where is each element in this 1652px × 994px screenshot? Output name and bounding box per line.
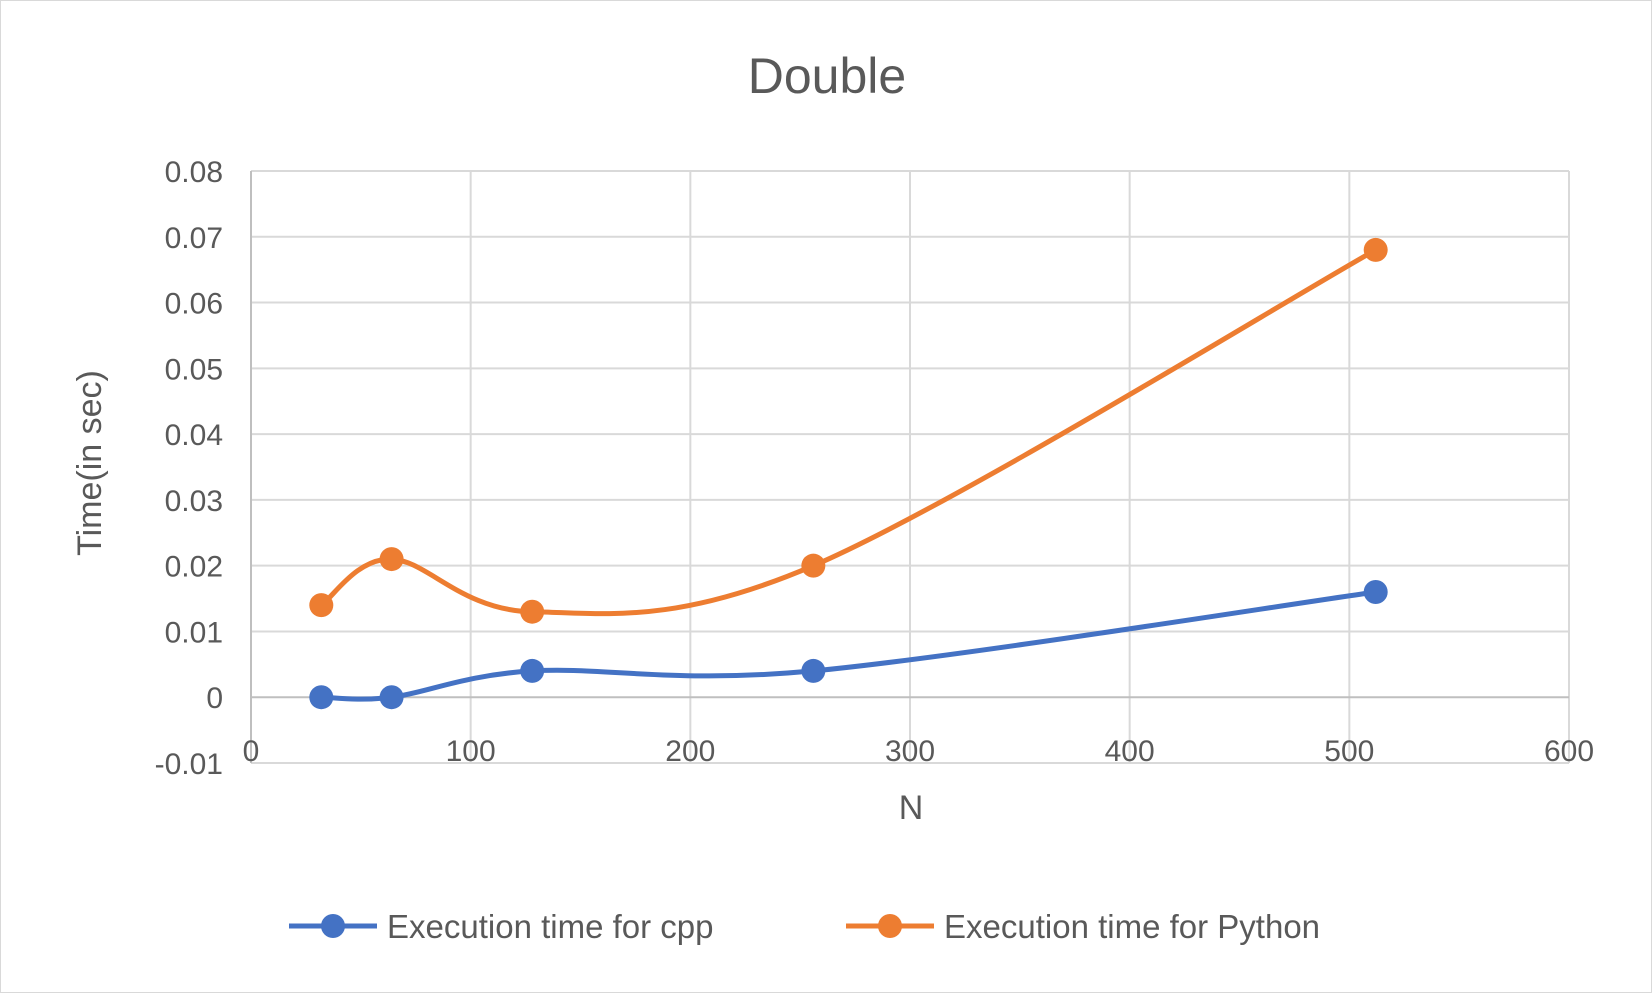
- data-point: [1363, 579, 1388, 604]
- legend-marker: [878, 914, 902, 938]
- legend-label: Execution time for cpp: [387, 908, 714, 945]
- y-tick-label: 0.05: [165, 353, 223, 386]
- data-point: [309, 685, 334, 710]
- gridlines: [250, 170, 1570, 764]
- y-tick-label: 0.01: [165, 616, 223, 649]
- legend-item-cpp: Execution time for cpp: [289, 908, 714, 945]
- series-cpp: [309, 579, 1388, 710]
- chart-title: Double: [748, 48, 906, 104]
- x-tick-label: 0: [243, 735, 260, 768]
- data-point: [309, 593, 334, 618]
- legend-marker: [321, 914, 345, 938]
- legend-item-python: Execution time for Python: [846, 908, 1320, 945]
- x-axis-ticks: 0 100 200 300 400 500 600: [243, 735, 1594, 768]
- legend-label: Execution time for Python: [944, 908, 1320, 945]
- y-tick-label: 0.02: [165, 551, 223, 584]
- series-python: [309, 237, 1388, 624]
- x-tick-label: 200: [665, 735, 715, 768]
- series-line: [318, 247, 1379, 617]
- data-point: [379, 547, 404, 572]
- series-line: [318, 589, 1379, 702]
- x-tick-label: 500: [1324, 735, 1374, 768]
- y-tick-label: -0.01: [155, 748, 223, 781]
- y-tick-label: 0.08: [165, 156, 223, 189]
- data-point: [1363, 237, 1388, 262]
- data-point: [801, 658, 826, 683]
- y-axis-label: Time(in sec): [71, 370, 109, 556]
- y-tick-label: 0.06: [165, 288, 223, 321]
- x-tick-label: 600: [1544, 735, 1594, 768]
- y-tick-label: 0.07: [165, 222, 223, 255]
- data-point: [520, 658, 545, 683]
- series-layer: [309, 237, 1388, 710]
- data-point: [520, 599, 545, 624]
- x-tick-label: 300: [885, 735, 935, 768]
- y-tick-label: 0: [206, 682, 223, 715]
- x-axis-label: N: [899, 789, 924, 827]
- x-tick-label: 400: [1105, 735, 1155, 768]
- y-axis-ticks: 0.08 0.07 0.06 0.05 0.04 0.03 0.02 0.01 0 -0.01: [155, 156, 223, 781]
- x-tick-label: 100: [446, 735, 496, 768]
- y-tick-label: 0.03: [165, 485, 223, 518]
- data-point: [379, 685, 404, 710]
- data-point: [801, 553, 826, 578]
- y-tick-label: 0.04: [165, 419, 223, 452]
- legend: Execution time for cpp Execution time for…: [289, 908, 1320, 945]
